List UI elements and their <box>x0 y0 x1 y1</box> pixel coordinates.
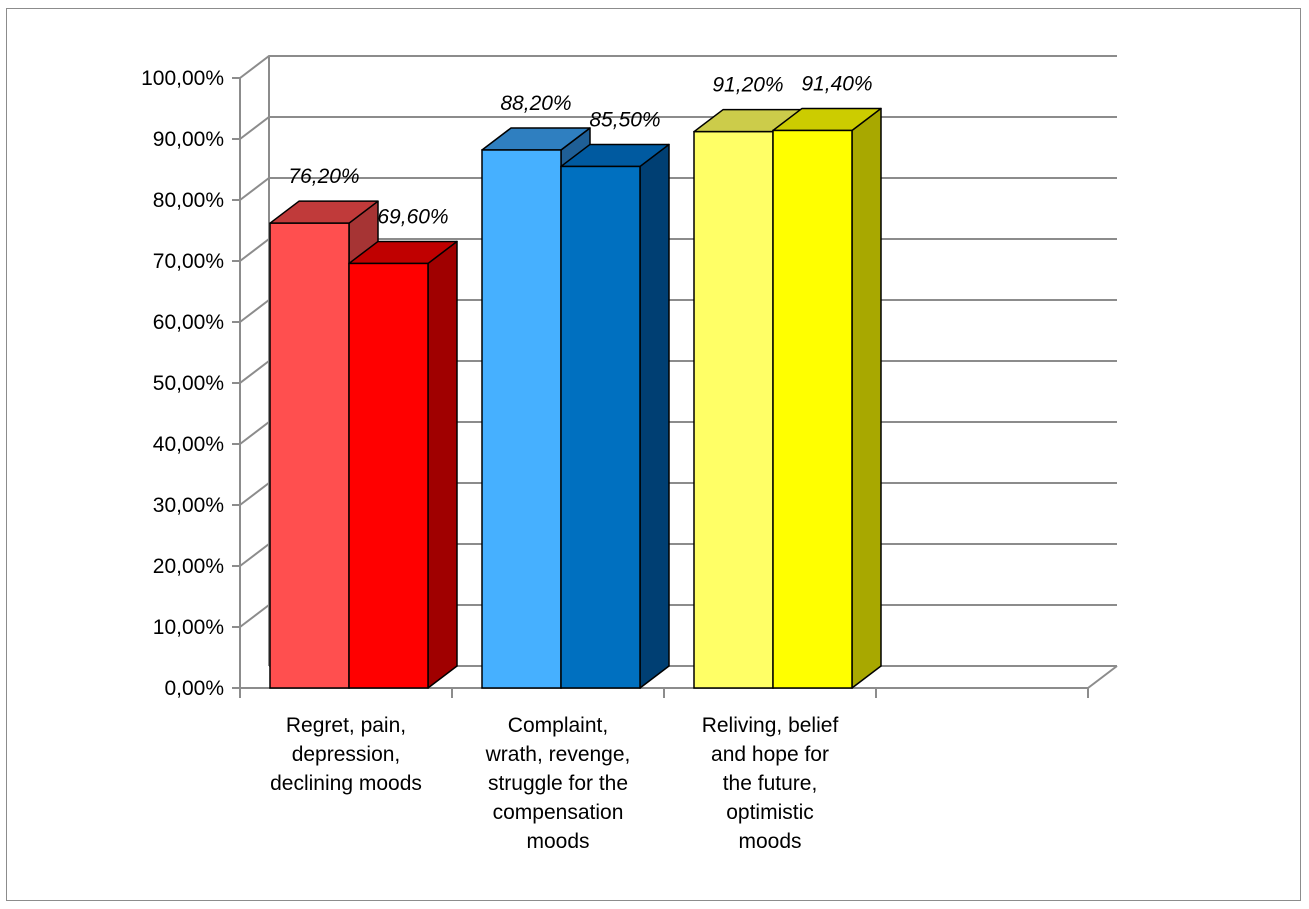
category-label: moods <box>526 830 589 853</box>
y-tick-label: 90,00% <box>153 128 224 151</box>
chart-frame <box>6 8 1301 901</box>
category-label: and hope for <box>711 743 829 766</box>
category-label: Reliving, belief <box>702 714 839 737</box>
bar-side <box>851 107 882 689</box>
bar-front <box>269 222 350 689</box>
y-tick-label: 70,00% <box>153 250 224 273</box>
y-tick-label: 0,00% <box>164 677 224 700</box>
data-label: 85,50% <box>589 108 660 131</box>
bar-front <box>348 262 429 689</box>
gridline <box>239 55 1117 79</box>
data-label: 69,60% <box>377 205 448 228</box>
bar-front <box>772 129 853 689</box>
y-tick-label: 20,00% <box>153 555 224 578</box>
gridline <box>239 177 1117 201</box>
floor-right-edge <box>1087 665 1118 689</box>
data-label: 91,20% <box>712 74 783 97</box>
bar-side <box>427 240 458 689</box>
y-tick-label: 60,00% <box>153 311 224 334</box>
y-tick-label: 30,00% <box>153 494 224 517</box>
bar <box>348 240 458 689</box>
y-tick-label: 80,00% <box>153 189 224 212</box>
bar-front <box>693 130 774 689</box>
bar-front <box>560 165 641 689</box>
bar-front <box>481 149 562 689</box>
category-label: compensation <box>493 801 624 824</box>
category-label: optimistic <box>726 801 814 824</box>
category-label: depression, <box>292 743 401 766</box>
y-tick-label: 100,00% <box>141 67 224 90</box>
category-label: wrath, revenge, <box>485 743 631 766</box>
category-label: Regret, pain, <box>286 714 406 737</box>
category-label: the future, <box>723 772 818 795</box>
bar <box>560 143 670 689</box>
bar <box>772 107 882 689</box>
data-label: 88,20% <box>500 92 571 115</box>
data-label: 76,20% <box>288 165 359 188</box>
category-label: Complaint, <box>508 714 608 737</box>
category-label: struggle for the <box>488 772 628 795</box>
y-tick-label: 50,00% <box>153 372 224 395</box>
gridline <box>239 116 1117 140</box>
data-label: 91,40% <box>801 72 872 95</box>
category-label: declining moods <box>270 772 422 795</box>
y-tick-label: 10,00% <box>153 616 224 639</box>
bar-side <box>639 143 670 689</box>
category-label: moods <box>738 830 801 853</box>
y-tick-label: 40,00% <box>153 433 224 456</box>
